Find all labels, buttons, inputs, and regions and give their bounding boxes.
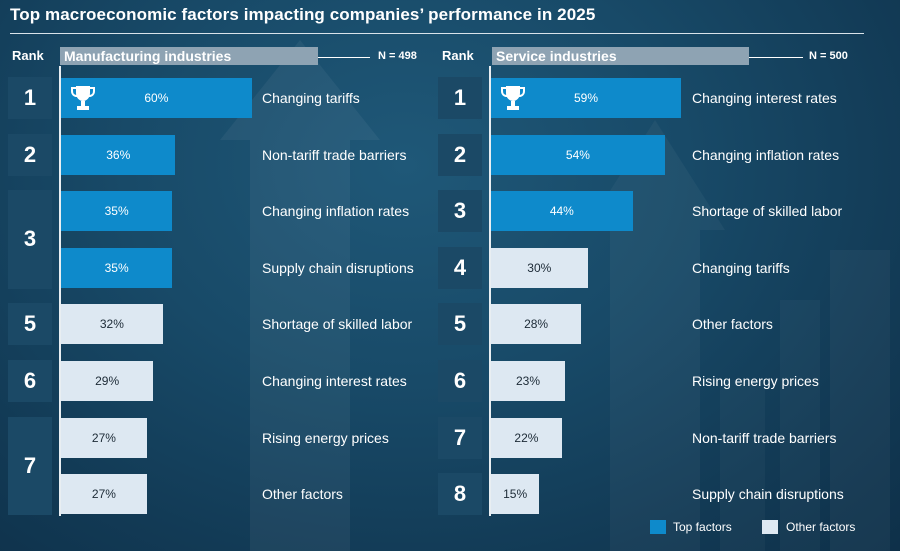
rank-box-service-1: 1 xyxy=(438,77,482,119)
bar-service-6 xyxy=(491,361,566,401)
rank-box-manufacturing-3: 3 xyxy=(8,190,52,289)
category-label-service-6: Rising energy prices xyxy=(692,373,819,389)
data-label-manufacturing-3: 35% xyxy=(104,204,129,219)
legend-swatch-other xyxy=(762,520,778,534)
rank-box-manufacturing-6: 6 xyxy=(8,360,52,402)
trophy-icon-service xyxy=(501,86,525,110)
data-label-service-5: 28% xyxy=(524,317,549,332)
data-label-service-2: 54% xyxy=(565,147,590,162)
bar-manufacturing-8 xyxy=(61,474,147,515)
rank-box-service-4: 4 xyxy=(438,246,482,289)
bar-manufacturing-7 xyxy=(61,417,147,458)
panel-title-service: Service industries xyxy=(492,47,749,65)
bar-manufacturing-4 xyxy=(61,247,173,288)
axis-line-right xyxy=(489,66,491,516)
bar-service-3 xyxy=(491,191,633,232)
rank-box-service-8: 8 xyxy=(438,473,482,516)
n-rule-left xyxy=(318,57,370,58)
rank-box-manufacturing-5: 5 xyxy=(8,303,52,346)
category-label-service-7: Non-tariff trade barriers xyxy=(692,429,837,446)
rank-box-service-2: 2 xyxy=(438,133,482,176)
rank-box-service-6: 6 xyxy=(438,360,482,402)
rank-header-right: Rank xyxy=(442,48,474,63)
rank-box-service-5: 5 xyxy=(438,303,482,346)
data-label-manufacturing-2: 36% xyxy=(106,147,131,162)
category-label-service-8: Supply chain disruptions xyxy=(692,486,844,503)
bar-manufacturing-5 xyxy=(61,304,163,345)
n-rule-right xyxy=(749,57,803,58)
rank-box-service-7: 7 xyxy=(438,416,482,459)
category-label-manufacturing-7: Rising energy prices xyxy=(262,429,389,446)
n-label-service: N = 500 xyxy=(809,50,848,62)
bar-service-4 xyxy=(491,247,588,288)
data-label-manufacturing-1: 60% xyxy=(144,91,169,105)
trophy-icon-manufacturing xyxy=(71,86,95,110)
bar-service-8 xyxy=(491,474,540,515)
data-label-service-3: 44% xyxy=(549,204,574,219)
rank-box-manufacturing-1: 1 xyxy=(8,77,52,119)
bar-service-5 xyxy=(491,304,582,345)
bar-manufacturing-3 xyxy=(61,191,173,232)
axis-line-left xyxy=(59,66,61,516)
bar-manufacturing-1 xyxy=(61,78,252,118)
data-label-service-1: 59% xyxy=(573,91,598,105)
category-label-manufacturing-6: Changing interest rates xyxy=(262,373,407,389)
title-divider xyxy=(10,33,864,34)
chart-title: Top macroeconomic factors impacting comp… xyxy=(10,5,596,24)
data-label-service-7: 22% xyxy=(514,430,539,445)
data-label-manufacturing-4: 35% xyxy=(104,260,129,275)
rank-box-manufacturing-7: 7 xyxy=(8,416,52,516)
data-label-manufacturing-7: 27% xyxy=(91,430,116,445)
category-label-manufacturing-2: Non-tariff trade barriers xyxy=(262,146,407,163)
category-label-service-4: Changing tariffs xyxy=(692,259,790,276)
category-label-service-3: Shortage of skilled labor xyxy=(692,203,843,220)
bar-manufacturing-2 xyxy=(61,134,176,175)
category-label-manufacturing-4: Supply chain disruptions xyxy=(262,259,414,276)
bar-service-2 xyxy=(491,134,665,175)
category-label-manufacturing-3: Changing inflation rates xyxy=(262,203,410,220)
category-label-service-5: Other factors xyxy=(692,316,773,333)
data-label-manufacturing-8: 27% xyxy=(91,487,116,502)
panel-title-manufacturing: Manufacturing industries xyxy=(60,47,318,65)
category-label-service-2: Changing inflation rates xyxy=(692,146,840,163)
data-label-manufacturing-5: 32% xyxy=(99,317,124,332)
bar-service-1 xyxy=(491,78,681,118)
bar-manufacturing-6 xyxy=(61,361,154,401)
rank-box-service-3: 3 xyxy=(438,190,482,233)
category-label-service-1: Changing interest rates xyxy=(692,90,837,106)
bar-service-7 xyxy=(491,417,562,458)
legend-swatch-top xyxy=(650,520,666,534)
rank-box-manufacturing-2: 2 xyxy=(8,133,52,176)
data-label-service-4: 30% xyxy=(527,260,552,275)
category-label-manufacturing-5: Shortage of skilled labor xyxy=(262,316,413,333)
rank-header-left: Rank xyxy=(12,48,44,63)
data-label-manufacturing-6: 29% xyxy=(95,374,120,388)
data-label-service-6: 23% xyxy=(516,374,541,388)
legend-label-other: Other factors xyxy=(786,520,856,534)
legend-label-top: Top factors xyxy=(673,520,732,534)
data-label-service-8: 15% xyxy=(503,487,528,502)
n-label-manufacturing: N = 498 xyxy=(378,50,417,62)
category-label-manufacturing-1: Changing tariffs xyxy=(262,90,360,106)
category-label-manufacturing-8: Other factors xyxy=(262,486,343,503)
